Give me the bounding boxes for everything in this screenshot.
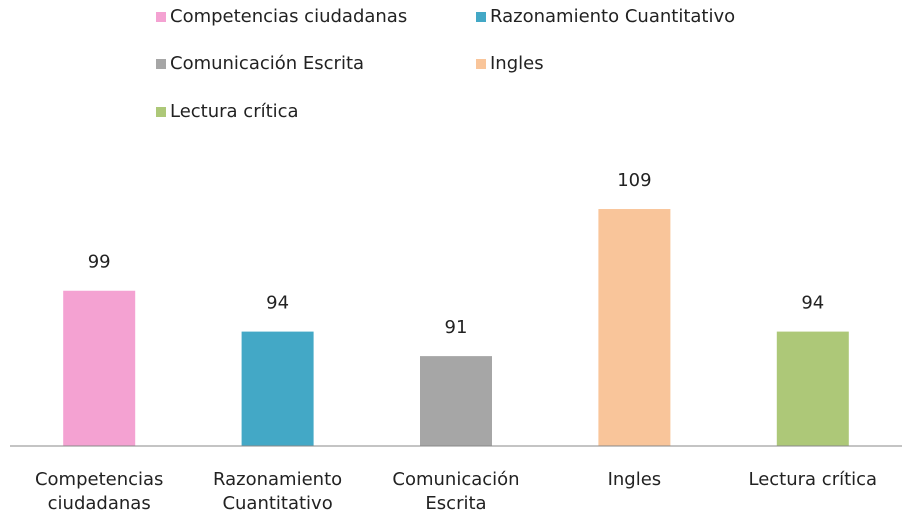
legend-label: Ingles [490, 53, 544, 74]
x-tick-label: Razonamiento Cuantitativo [213, 469, 343, 514]
legend-swatch [476, 12, 486, 22]
legend-label: Lectura crítica [170, 101, 299, 122]
legend-label: Competencias ciudadanas [170, 6, 407, 27]
legend-label: Comunicación Escrita [170, 53, 364, 74]
data-label: 99 [88, 252, 111, 273]
data-label: 91 [445, 317, 468, 338]
bar [241, 331, 314, 446]
data-label: 94 [266, 293, 289, 314]
bar [598, 209, 671, 446]
x-tick-label: Comunicación Escrita [392, 469, 520, 514]
bar [420, 356, 492, 446]
data-label: 94 [801, 293, 824, 314]
legend-swatch [156, 59, 166, 69]
legend-swatch [476, 59, 486, 69]
x-tick-label: Ingles [607, 469, 662, 490]
legend-swatch [156, 12, 166, 22]
bar [63, 290, 136, 446]
x-tick-label: Competencias ciudadanas [34, 469, 164, 514]
bar [776, 331, 849, 446]
legend-label: Razonamiento Cuantitativo [490, 6, 735, 27]
data-label: 109 [617, 170, 651, 191]
legend-swatch [156, 107, 166, 117]
x-tick-label: Lectura crítica [748, 469, 878, 490]
